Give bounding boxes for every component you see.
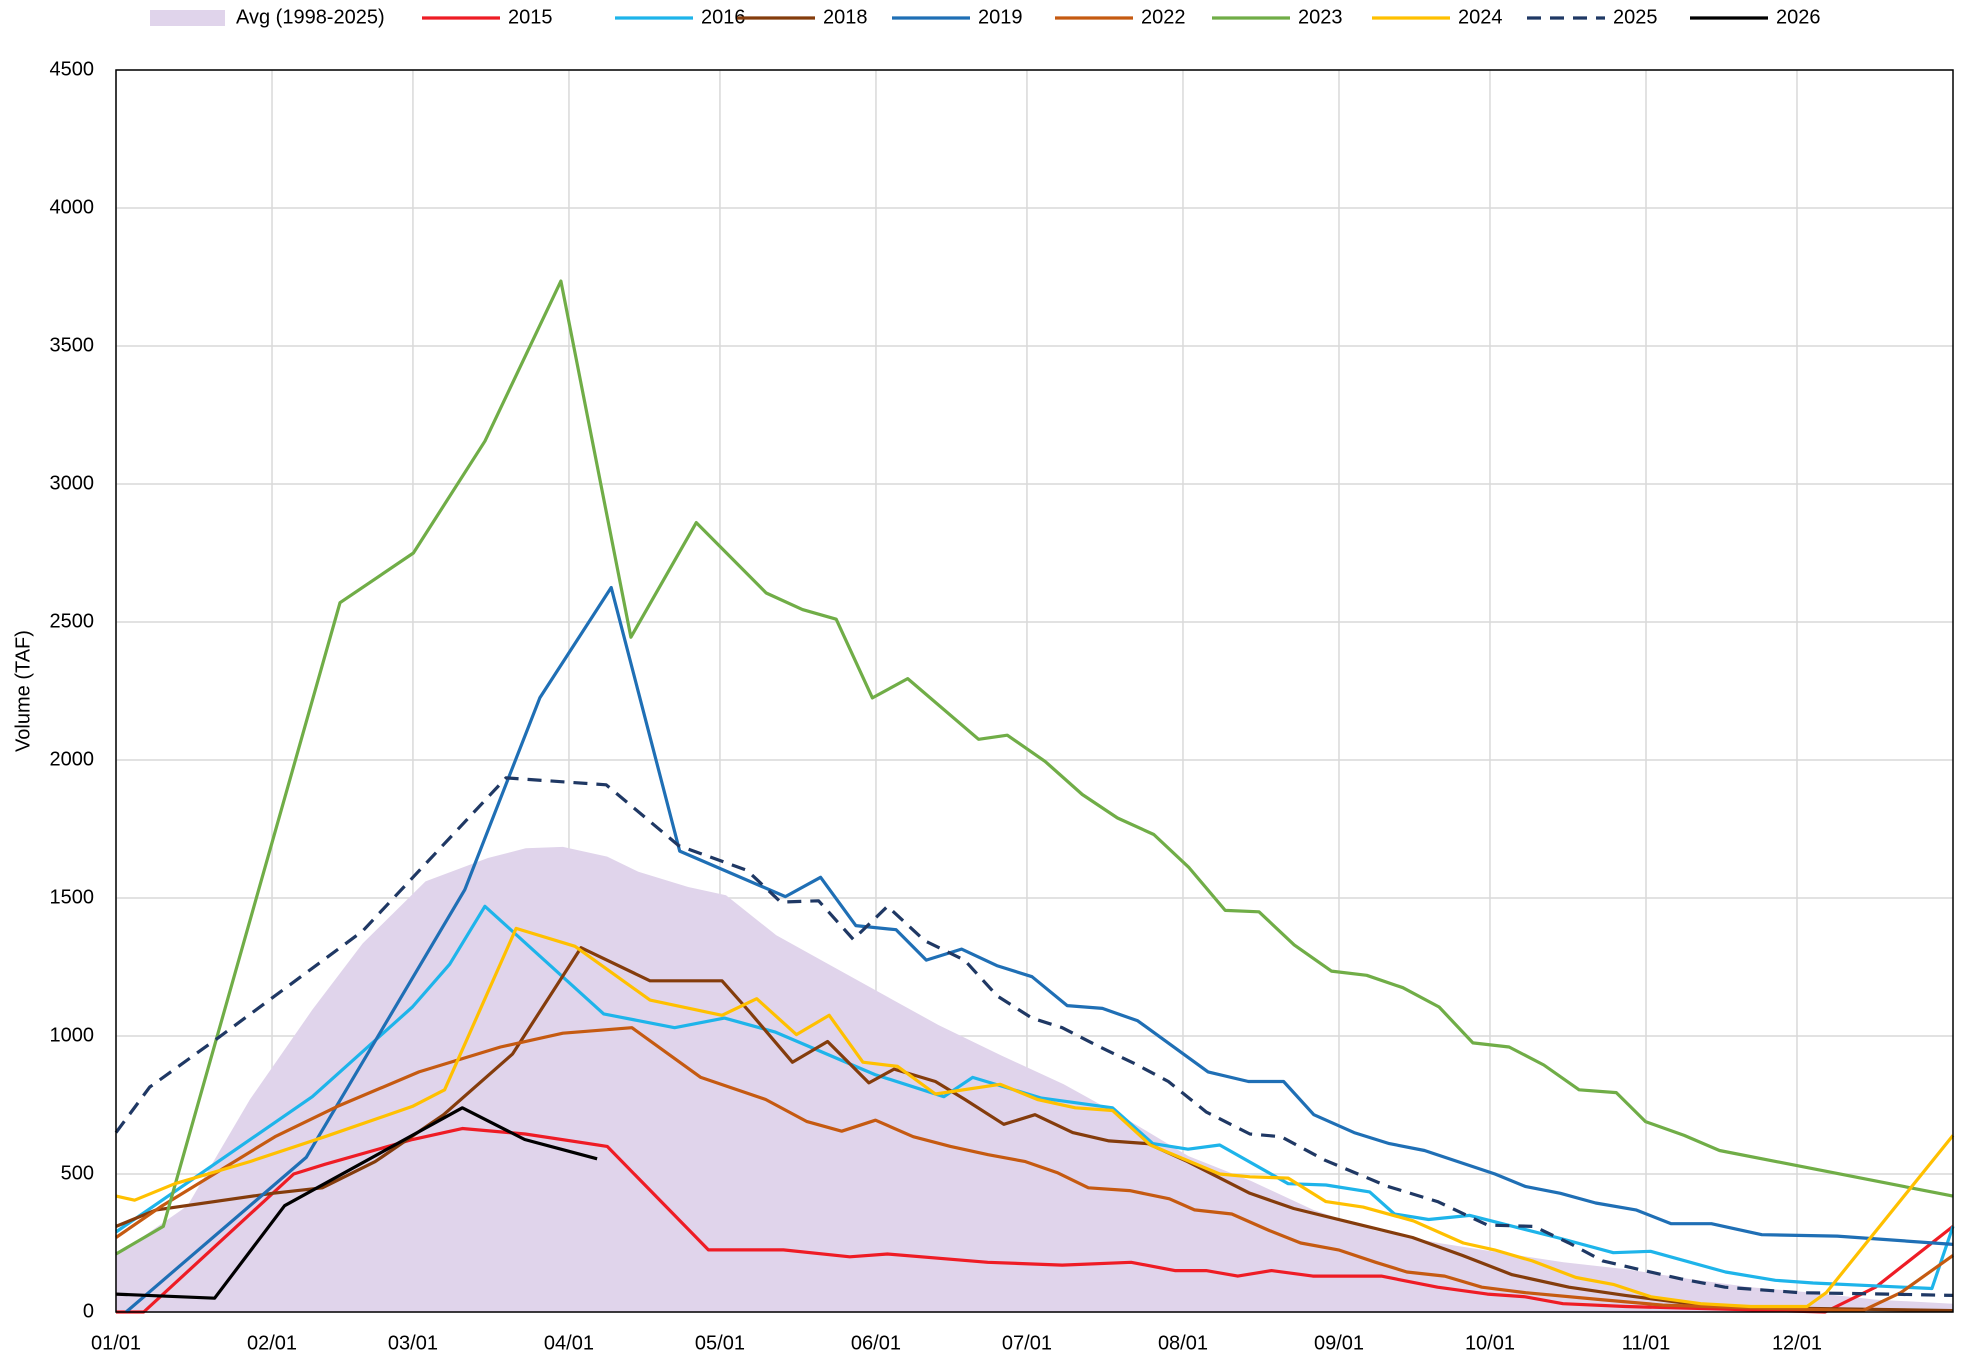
legend-label: 2015 — [508, 6, 553, 28]
plot-series — [114, 279, 1955, 1314]
x-tick-label: 01/01 — [91, 1332, 141, 1354]
line — [114, 776, 1954, 1297]
x-tick-label: 11/01 — [1622, 1332, 1671, 1354]
legend-label: 2019 — [978, 6, 1023, 28]
legend-label: Avg (1998-2025) — [236, 6, 385, 28]
x-tick-label: 07/01 — [1002, 1332, 1052, 1354]
y-tick-label: 4000 — [50, 196, 95, 218]
x-tick-label: 06/01 — [851, 1332, 901, 1354]
legend-label: 2023 — [1298, 6, 1343, 28]
y-tick-label: 2000 — [50, 748, 95, 770]
y-tick-label: 4500 — [50, 58, 95, 80]
legend-label: 2018 — [823, 6, 868, 28]
x-tick-label: 10/01 — [1465, 1332, 1515, 1354]
x-tick-label: 05/01 — [695, 1332, 745, 1354]
y-tick-label: 0 — [83, 1300, 94, 1322]
x-tick-label: 03/01 — [388, 1332, 438, 1354]
area — [116, 846, 1953, 1312]
y-tick-label: 3000 — [50, 472, 95, 494]
legend-label: 2024 — [1458, 6, 1503, 28]
x-tick-label: 08/01 — [1158, 1332, 1208, 1354]
line — [115, 926, 1955, 1309]
y-tick-label: 3500 — [50, 334, 95, 356]
x-tick-label: 02/01 — [247, 1332, 297, 1354]
y-axis-label: Volume (TAF) — [12, 630, 34, 752]
line — [115, 946, 1954, 1313]
y-tick-label: 2500 — [50, 610, 95, 632]
x-tick-label: 09/01 — [1314, 1332, 1364, 1354]
line — [115, 1106, 598, 1300]
line — [115, 904, 1955, 1291]
legend-swatch — [150, 10, 225, 26]
x-tick-label: 12/01 — [1772, 1332, 1822, 1354]
axes: 0 500 1000 1500 2000 2500 3000 3500 4000 4500 01/0… — [50, 58, 1954, 1354]
legend-label: 2016 — [701, 6, 746, 28]
legend-label: 2026 — [1776, 6, 1821, 28]
legend-label: 2022 — [1141, 6, 1186, 28]
y-tick-label: 1500 — [50, 886, 95, 908]
legend: Avg (1998-2025) 2015 2016 2018 2019 2022 2023 2… — [150, 6, 1821, 28]
y-tick-label: 500 — [61, 1162, 94, 1184]
line — [115, 1026, 1954, 1313]
legend-label: 2025 — [1613, 6, 1658, 28]
x-tick-label: 04/01 — [544, 1332, 594, 1354]
line — [116, 1126, 1954, 1314]
line — [115, 279, 1954, 1256]
y-tick-label: 1000 — [50, 1024, 95, 1046]
plot-frame — [115, 69, 1954, 1313]
line — [125, 585, 1954, 1314]
